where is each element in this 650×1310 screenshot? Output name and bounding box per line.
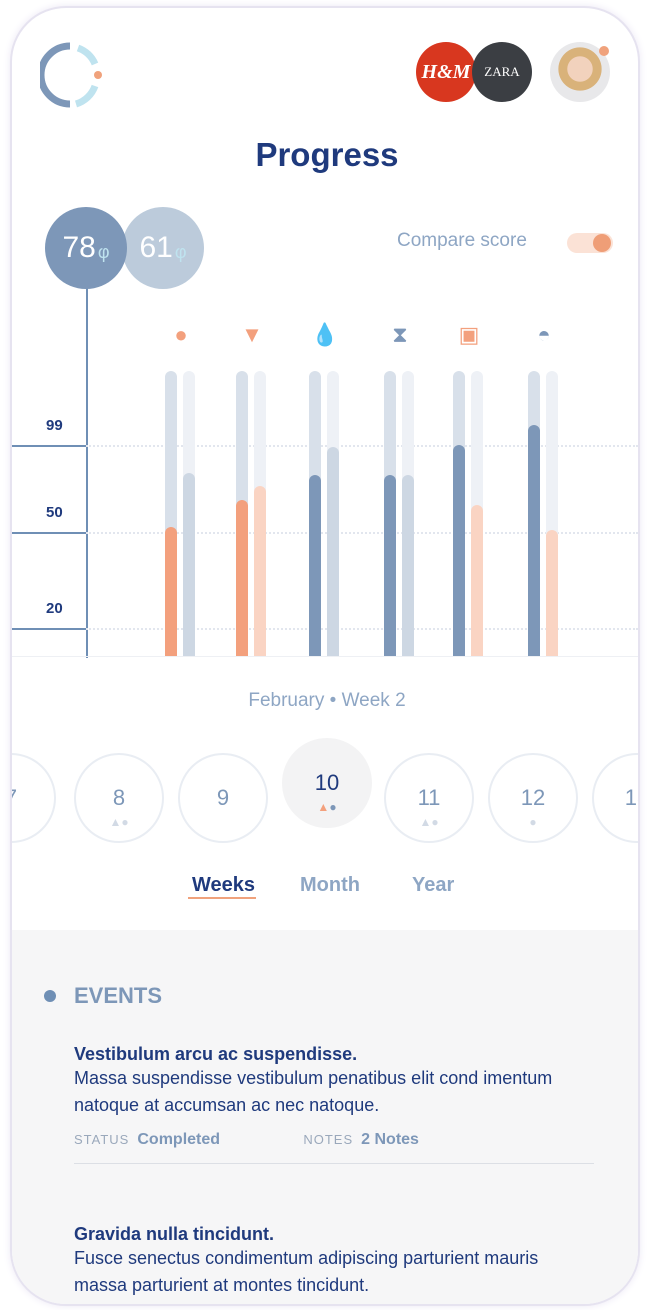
bar-track (402, 371, 414, 656)
score-unit: φ (174, 241, 187, 262)
current-score[interactable]: 78 φ (45, 207, 127, 289)
y-tick-line (12, 532, 86, 534)
week-number: 9 (216, 785, 230, 810)
sun-category-icon: ● (174, 322, 188, 347)
bar-current-dome[interactable] (528, 425, 540, 656)
notes-label: NOTES (303, 1132, 354, 1147)
status-value: Completed (137, 1131, 221, 1148)
week-number: 8 (112, 785, 126, 810)
week-number: 10 (314, 770, 340, 795)
score-axis (86, 278, 88, 658)
week-9[interactable]: 9 (178, 753, 268, 843)
photo-category-icon: ▣ (458, 322, 480, 347)
y-tick-label: 20 (46, 600, 63, 617)
current-score-value: 78 (62, 231, 96, 264)
bar-track (236, 371, 248, 656)
event-title: Vestibulum arcu ac suspendisse. (74, 1044, 358, 1064)
bowl-category-icon: ▼ (241, 322, 263, 347)
gridline (86, 445, 638, 447)
bar-compare-sun[interactable] (183, 473, 195, 656)
bar-track (309, 371, 321, 656)
bar-track (453, 371, 465, 656)
bar-compare-scale[interactable] (402, 475, 414, 656)
bar-compare-water[interactable] (327, 446, 339, 656)
bar-compare-bowl[interactable] (254, 485, 266, 656)
bar-current-sun[interactable] (165, 526, 177, 656)
gridline (86, 532, 638, 534)
app-logo[interactable] (40, 42, 104, 108)
week-markers: ▲● (419, 815, 439, 829)
y-tick-label: 99 (46, 417, 63, 434)
week-markers: ▲● (109, 815, 129, 829)
compare-score[interactable]: 61 φ (122, 207, 204, 289)
bar-compare-photo[interactable] (471, 505, 483, 656)
gridline (86, 628, 638, 630)
compare-score-label: Compare score (397, 230, 527, 251)
y-tick-label: 50 (46, 504, 63, 521)
bar-current-water[interactable] (309, 475, 321, 656)
bar-track (327, 371, 339, 656)
event-title: Gravida nulla tincidunt. (74, 1224, 275, 1244)
brand-hm[interactable]: H&M (416, 42, 476, 102)
week-11[interactable]: 11 ▲● (384, 753, 474, 843)
week-markers: ● (529, 815, 537, 829)
y-tick-line (12, 628, 86, 630)
events-heading: EVENTS (74, 983, 163, 1008)
bar-track (528, 371, 540, 656)
tab-weeks[interactable]: Weeks (192, 874, 256, 896)
compare-score-toggle[interactable] (567, 233, 613, 253)
week-number: 11 (417, 785, 441, 810)
week-7[interactable]: 7 (12, 753, 56, 843)
week-number: 12 (520, 785, 546, 810)
bar-track (183, 371, 195, 656)
y-tick-line (12, 445, 86, 447)
week-number: 7 (12, 785, 54, 811)
phone-frame: H&M ZARA Progress 61 φ 78 φ Compare score … (10, 6, 640, 1306)
water-category-icon: 💧 (311, 322, 339, 347)
tab-year[interactable]: Year (412, 874, 455, 896)
bar-track (471, 371, 483, 656)
bar-track (384, 371, 396, 656)
tab-underline (188, 897, 256, 899)
events-section (12, 930, 638, 1304)
week-13[interactable]: 13 (592, 753, 638, 843)
event-body: Fusce senectus condimentum adipiscing pa… (74, 1248, 539, 1295)
week-10[interactable]: 10 ▲● (282, 738, 372, 828)
bar-track (254, 371, 266, 656)
week-12[interactable]: 12 ● (488, 753, 578, 843)
page-title: Progress (255, 136, 399, 173)
week-8[interactable]: 8 ▲● (74, 753, 164, 843)
dome-category-icon: ◓ (537, 322, 551, 347)
divider (74, 1163, 594, 1164)
status-label: STATUS (74, 1132, 130, 1147)
bar-current-photo[interactable] (453, 445, 465, 656)
event-item[interactable]: Gravida nulla tincidunt. Fusce senectus … (74, 1224, 594, 1299)
week-markers: ▲● (317, 800, 337, 814)
bar-compare-dome[interactable] (546, 530, 558, 656)
bar-current-bowl[interactable] (236, 500, 248, 656)
event-body: Massa suspendisse vestibulum penatibus e… (74, 1068, 553, 1115)
compare-score-value: 61 (139, 231, 173, 264)
tab-month[interactable]: Month (300, 874, 360, 896)
brand-zara[interactable]: ZARA (472, 42, 532, 102)
events-bullet-icon (44, 990, 56, 1002)
bar-current-scale[interactable] (384, 475, 396, 656)
scale-category-icon: ⧗ (392, 322, 408, 347)
notification-dot (599, 46, 609, 56)
bar-track (165, 371, 177, 656)
bar-track (546, 371, 558, 656)
score-unit: φ (97, 241, 110, 262)
period-label: February • Week 2 (248, 690, 406, 711)
notes-link[interactable]: 2 Notes (361, 1131, 419, 1148)
event-item[interactable]: Vestibulum arcu ac suspendisse. Massa su… (74, 1044, 594, 1164)
chart-baseline (12, 656, 638, 657)
week-number: 13 (624, 785, 638, 810)
